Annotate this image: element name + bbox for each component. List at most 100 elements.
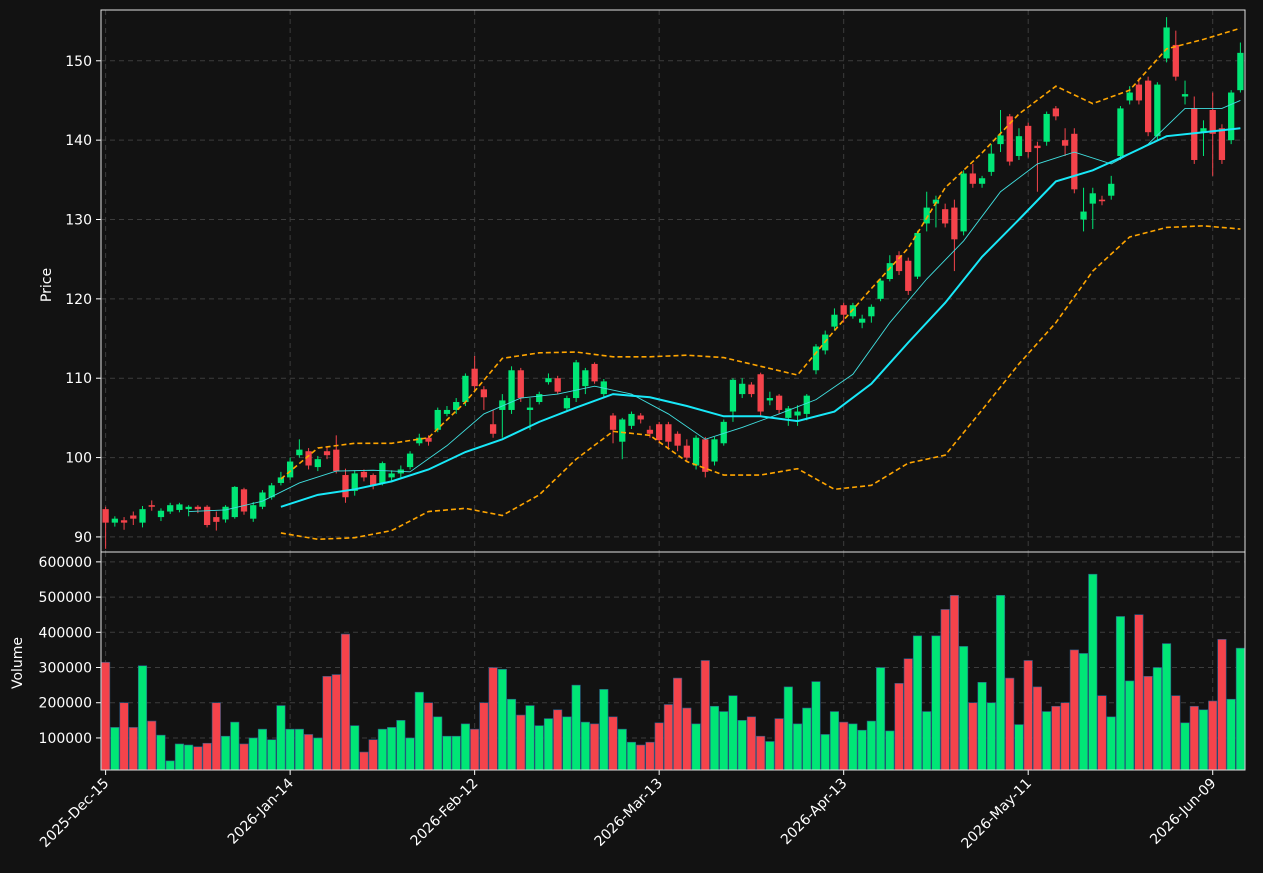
volume-bar [940,609,950,771]
candle-body [259,492,266,507]
volume-bar [1217,639,1227,771]
candle-body [997,135,1004,145]
volume-bar [101,661,111,771]
volume-bar [1152,667,1162,771]
y-tick-label: 110 [65,371,92,387]
volume-bar [857,729,867,771]
candle-body [1237,52,1244,91]
candle-body [748,384,755,395]
candle-body [1006,116,1013,162]
candle-body [619,419,626,442]
volume-bar [645,741,655,771]
volume-bar [691,723,701,771]
candle-body [1200,128,1207,133]
candle-body [914,232,921,277]
volume-bar [737,720,747,771]
volume-bar [202,742,212,771]
candle-body [812,346,820,371]
candle-body [729,379,737,412]
volume-bar [1208,700,1218,771]
candle-body [960,173,967,232]
volume-bar [1134,614,1144,771]
volume-bar [543,718,553,771]
volume-bar [829,711,839,771]
volume-bar [802,707,812,771]
volume-bar [340,633,351,771]
volume-bar [193,746,203,771]
y-tick-label: 100000 [39,731,92,747]
volume-bar [783,686,793,771]
volume-bar [1005,677,1015,771]
y-tick-label: 100 [65,451,92,467]
candle-body [656,424,663,441]
overlay-line [280,225,1241,541]
volume-bar [313,737,323,771]
volume-bar [405,737,415,771]
volume-bar [1180,722,1190,771]
candle-body [637,415,644,420]
volume-bar [1125,680,1135,771]
volume-bar [562,716,572,771]
volume-bar [756,735,766,771]
candle-body [1154,84,1161,137]
volume-bar [746,716,756,771]
volume-bar [479,702,489,771]
volume-bar [423,702,434,771]
volume-bar [119,702,129,771]
candle-body [951,207,958,240]
volume-bar [174,743,184,771]
candle-body [877,280,884,299]
volume-bar [682,707,692,771]
candle-body [351,473,358,491]
volume-bar [1051,705,1061,771]
volume-bar [580,721,590,771]
candle-body [840,305,847,315]
volume-bar [239,743,249,771]
candle-body [360,471,368,478]
volume-bar [110,727,120,771]
volume-bar [470,728,480,771]
volume-bar [1143,676,1153,771]
candle-body [480,389,488,398]
volume-bar [350,725,360,771]
volume-bar [995,595,1006,771]
candle-body [1043,113,1050,142]
candle-body [536,394,543,403]
volume-bar [728,695,738,771]
candle-body [665,424,672,442]
candle-body [1126,92,1133,101]
volume-bar [525,705,535,771]
volume-bar [1079,653,1089,771]
candle-body [1061,140,1069,146]
volume-bar [294,728,304,771]
volume-bar [1069,649,1079,771]
candle-body [683,445,690,458]
volume-bar [211,702,221,771]
candle-body [1181,94,1189,97]
candle-body [942,209,949,224]
candle-body [277,477,285,483]
candle-body [1163,27,1170,59]
volume-bar [1060,702,1070,771]
candle-body [203,506,211,526]
candle-body [1098,199,1106,202]
candle-body [406,453,414,468]
volume-bar [931,635,941,771]
candle-body [425,437,432,442]
y-tick-label: 400000 [39,625,92,641]
overlay-line [280,127,1241,508]
candle-body [314,459,321,468]
volume-bar [663,704,673,771]
candle-body [775,395,783,410]
volume-bar [866,720,876,771]
candle-body [988,153,995,172]
candle-body [305,451,312,466]
volume-bar [387,727,397,771]
volume-bar [267,739,277,771]
volume-bar [848,723,858,771]
overlay-line [188,100,1241,512]
candle-body [1228,92,1235,141]
candle-body [231,486,238,518]
volume-bar [248,737,258,771]
volume-bar [700,660,710,771]
